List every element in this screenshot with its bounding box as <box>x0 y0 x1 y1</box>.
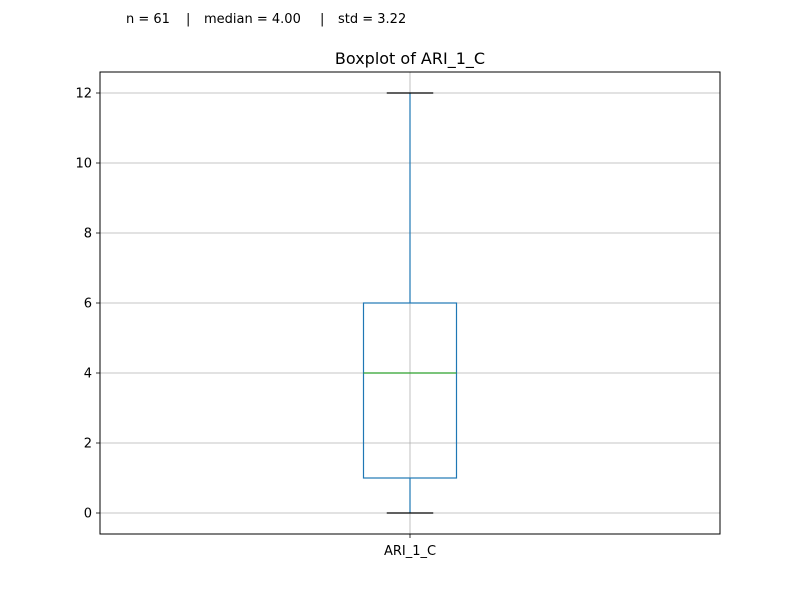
y-tick-label: 0 <box>84 507 92 522</box>
y-tick-label: 2 <box>84 437 92 452</box>
y-tick-label: 8 <box>84 227 92 242</box>
x-tick-label: ARI_1_C <box>384 544 436 559</box>
chart-title: Boxplot of ARI_1_C <box>335 49 485 69</box>
y-tick-label: 12 <box>75 87 92 102</box>
stats-median: median = 4.00 <box>204 12 301 27</box>
stats-separator-2: | <box>320 12 324 27</box>
axis-ticks: 0 2 4 6 8 10 12 ARI_1_C <box>75 87 436 560</box>
iqr-box <box>362 302 458 479</box>
stats-annotation: n = 61 | median = 4.00 | std = 3.22 <box>126 12 406 27</box>
stats-separator-1: | <box>186 12 190 27</box>
y-tick-label: 4 <box>84 367 92 382</box>
stats-std: std = 3.22 <box>338 12 406 27</box>
stats-n: n = 61 <box>126 12 170 27</box>
box-marks <box>362 92 458 514</box>
y-tick-label: 10 <box>75 157 92 172</box>
y-tick-label: 6 <box>84 297 92 312</box>
